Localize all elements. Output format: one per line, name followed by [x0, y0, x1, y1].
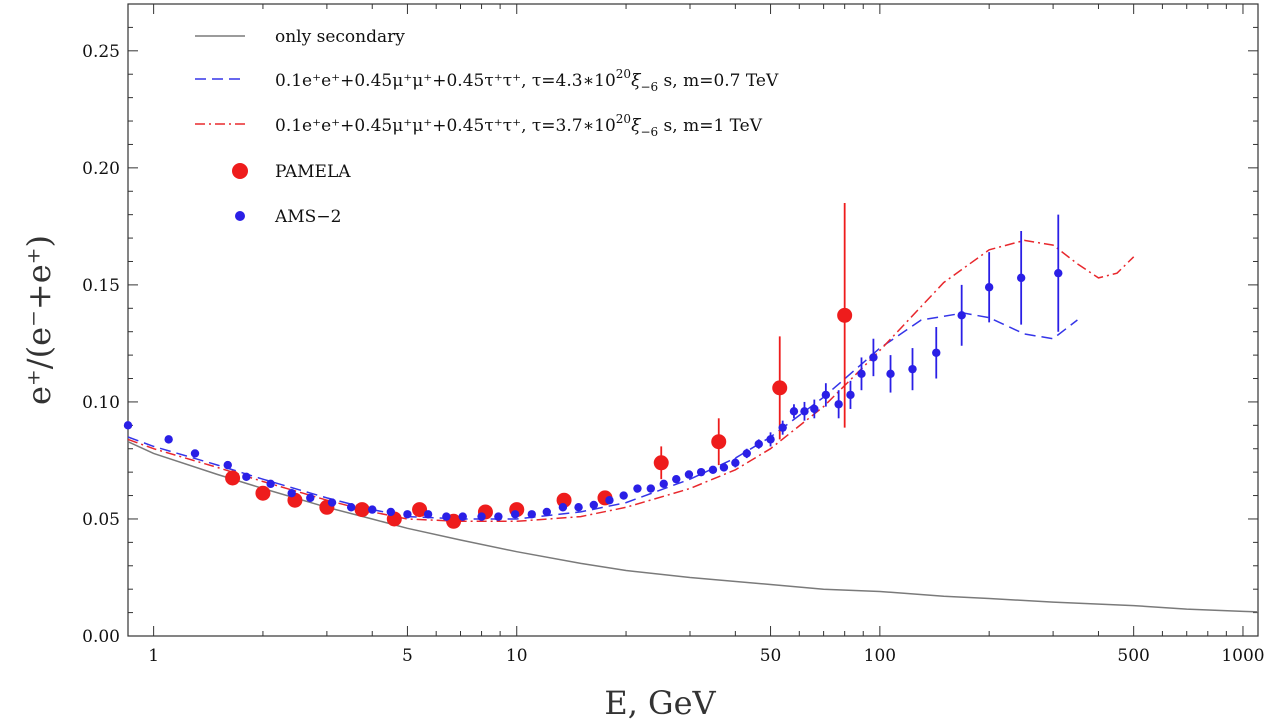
y-axis-title: e⁺/(e⁻+e⁺) [20, 235, 58, 405]
ams-point [287, 489, 296, 498]
ams-point [442, 512, 451, 521]
ams-point [1054, 268, 1063, 278]
y-tick-label: 0.00 [82, 627, 120, 647]
red-model-curve [127, 239, 1135, 523]
ams-point [190, 449, 200, 458]
ams-point [810, 404, 819, 414]
data-points [123, 202, 1063, 529]
pamela-point [711, 434, 727, 450]
y-tick-label: 0.10 [82, 393, 120, 413]
ams-point [778, 423, 787, 432]
pamela-point [772, 380, 788, 396]
pamela-point [653, 455, 669, 471]
pamela-point [354, 502, 370, 518]
legend-secondary-label: only secondary [275, 27, 405, 47]
legend-ams-label: AMS−2 [274, 207, 341, 227]
ams-point [886, 369, 895, 379]
legend-red-label: 0.1e⁺e⁺+0.45μ⁺μ⁺+0.45τ⁺τ⁺, τ=3.7∗1020ξ−6… [275, 112, 763, 139]
legend-pamela-label: PAMELA [275, 162, 351, 182]
axis-ticks [128, 3, 1258, 637]
ams-point [857, 369, 866, 379]
ams-point [306, 493, 315, 503]
x-tick-label: 500 [1117, 646, 1149, 666]
legend-pamela-marker [232, 163, 248, 179]
ams-point [672, 474, 681, 484]
ams-point [708, 465, 718, 475]
x-axis-title: E, GeV [604, 684, 716, 722]
legend-blue-label: 0.1e⁺e⁺+0.45μ⁺μ⁺+0.45τ⁺τ⁺, τ=4.3∗1020ξ−6… [275, 67, 779, 94]
ams-point [1016, 273, 1026, 283]
ams-point [368, 505, 377, 514]
pamela-point [255, 485, 271, 501]
y-tick-label: 0.20 [82, 159, 120, 179]
ams-point [327, 498, 337, 507]
ams-point [754, 439, 763, 449]
y-tick-label: 0.05 [82, 510, 120, 530]
ams-point [386, 507, 396, 517]
ams-point [766, 435, 775, 444]
ams-point [458, 512, 467, 521]
ams-point [403, 510, 412, 519]
pamela-point [837, 307, 853, 323]
ams-point [984, 283, 994, 292]
ams-point [684, 470, 694, 479]
ams-point [659, 479, 668, 489]
plot-frame [127, 3, 1259, 637]
y-tick-label: 0.25 [82, 42, 120, 62]
ams-point [719, 463, 729, 472]
ams-point [846, 390, 855, 400]
ams-point [957, 311, 966, 320]
ams-point [589, 500, 598, 510]
legend-ams-marker [235, 211, 245, 221]
pamela-point [225, 470, 241, 486]
ams-point [223, 460, 232, 470]
ams-point [542, 507, 552, 517]
ams-point [510, 510, 520, 519]
ams-point [574, 503, 583, 512]
ams-point [527, 510, 536, 519]
ams-point [731, 458, 740, 467]
ams-point [646, 484, 656, 493]
ams-point [932, 348, 941, 357]
ams-point [242, 472, 251, 482]
ams-point [123, 421, 133, 430]
ams-point [633, 484, 642, 493]
legend: only secondary 0.1e⁺e⁺+0.45μ⁺μ⁺+0.45τ⁺τ⁺… [195, 27, 779, 227]
ams-point [605, 496, 614, 505]
ams-point [834, 400, 843, 409]
ams-point [908, 364, 917, 374]
ams-point [477, 512, 486, 521]
ams-point [494, 512, 503, 521]
ams-point [742, 449, 751, 458]
blue-model-curve [127, 312, 1078, 520]
ams-point [164, 435, 173, 444]
x-tick-label: 100 [864, 646, 896, 666]
ams-point [696, 467, 706, 477]
ams-point [266, 479, 275, 489]
x-tick-label: 1000 [1221, 646, 1264, 666]
x-tick-label: 50 [760, 646, 782, 666]
ams-point [800, 407, 809, 416]
ams-point [821, 390, 831, 400]
ams-point [619, 491, 628, 500]
tick-labels: 0.00 0.05 0.10 0.15 0.20 0.25 1 5 10 50 100 500 1000 [82, 42, 1264, 666]
ams-point [869, 353, 878, 362]
ams-point [423, 510, 433, 519]
x-tick-label: 10 [506, 646, 528, 666]
x-tick-label: 1 [148, 646, 159, 666]
x-tick-label: 5 [402, 646, 413, 666]
ams-point [558, 503, 568, 512]
pamela-point [412, 502, 428, 518]
y-tick-label: 0.15 [82, 276, 120, 296]
ams-point [789, 407, 799, 416]
ams-point [346, 503, 356, 512]
